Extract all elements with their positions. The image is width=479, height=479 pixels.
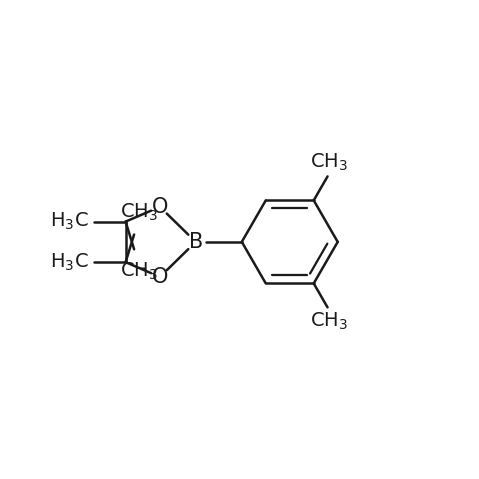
Text: O: O	[152, 267, 168, 287]
Text: $\mathregular{CH_3}$: $\mathregular{CH_3}$	[310, 151, 348, 173]
Text: $\mathregular{CH_3}$: $\mathregular{CH_3}$	[120, 261, 158, 282]
Text: $\mathregular{H_3C}$: $\mathregular{H_3C}$	[50, 211, 89, 232]
Text: $\mathregular{CH_3}$: $\mathregular{CH_3}$	[310, 311, 348, 332]
Text: O: O	[152, 197, 168, 217]
Text: $\mathregular{CH_3}$: $\mathregular{CH_3}$	[120, 202, 158, 223]
Text: B: B	[189, 232, 203, 252]
Text: $\mathregular{H_3C}$: $\mathregular{H_3C}$	[50, 251, 89, 273]
